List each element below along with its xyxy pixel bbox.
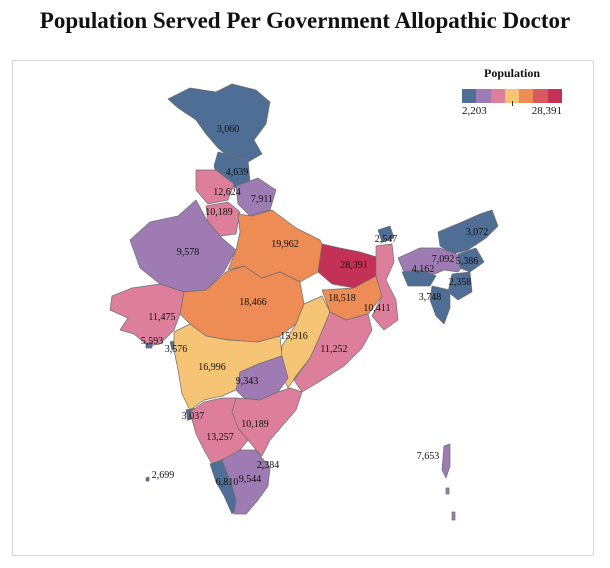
region-lakshadweep[interactable] bbox=[145, 476, 150, 482]
region-gujarat[interactable] bbox=[109, 283, 185, 347]
legend-min-label: 2,203 bbox=[462, 105, 487, 117]
legend-swatch bbox=[490, 89, 505, 103]
region-puducherry[interactable] bbox=[261, 461, 269, 469]
region-nagaland[interactable] bbox=[457, 247, 485, 273]
region-value-label: 2,547 bbox=[375, 234, 398, 245]
legend-swatch bbox=[462, 89, 477, 103]
region-odisha[interactable] bbox=[293, 311, 373, 393]
region-value-label: 2,384 bbox=[257, 460, 280, 471]
legend-swatch bbox=[504, 89, 520, 103]
region-uttarakhand[interactable] bbox=[235, 177, 277, 217]
region-value-label: 28,391 bbox=[340, 260, 368, 271]
region-jammu-kashmir[interactable] bbox=[167, 83, 271, 163]
region-value-label: 10,189 bbox=[205, 207, 233, 218]
region-value-label: 3,037 bbox=[182, 411, 205, 422]
region-value-label: 4,639 bbox=[226, 167, 249, 178]
region-value-label: 10,411 bbox=[363, 303, 390, 314]
region-value-label: 3,748 bbox=[419, 292, 442, 303]
legend-swatch bbox=[533, 89, 548, 103]
region-punjab[interactable] bbox=[195, 169, 235, 205]
india-map: 3,060 4,639 12,624 7,911 10,189 9,578 19… bbox=[109, 83, 499, 521]
legend-swatch bbox=[476, 89, 491, 103]
region-meghalaya[interactable] bbox=[401, 269, 437, 287]
region-andaman-nicobar[interactable] bbox=[441, 443, 456, 521]
region-chhattisgarh[interactable] bbox=[279, 295, 331, 389]
region-value-label: 7,911 bbox=[251, 194, 273, 205]
region-value-label: 7,653 bbox=[417, 451, 440, 462]
region-value-label: 5,593 bbox=[141, 336, 164, 347]
region-manipur[interactable] bbox=[447, 271, 473, 301]
region-value-label: 3,060 bbox=[217, 124, 240, 135]
region-value-label: 9,343 bbox=[236, 376, 259, 387]
region-value-label: 16,996 bbox=[198, 362, 226, 373]
region-value-label: 9,578 bbox=[177, 247, 200, 258]
region-sikkim[interactable] bbox=[377, 225, 395, 243]
region-karnataka[interactable] bbox=[189, 397, 249, 465]
region-value-label: 18,466 bbox=[239, 297, 267, 308]
region-value-label: 12,624 bbox=[213, 187, 241, 198]
region-west-bengal[interactable] bbox=[371, 243, 399, 331]
region-value-label: 5,386 bbox=[456, 256, 479, 267]
legend-title: Population bbox=[483, 66, 540, 80]
region-value-label: 3,072 bbox=[466, 227, 489, 238]
legend-max-label: 28,391 bbox=[531, 105, 562, 117]
region-value-label: 11,475 bbox=[148, 312, 175, 323]
region-mizoram[interactable] bbox=[429, 285, 451, 325]
legend: Population 2,203 28,391 bbox=[462, 66, 562, 119]
map-title: Population Served Per Government Allopat… bbox=[39, 8, 571, 33]
region-value-label: 6,810 bbox=[216, 477, 239, 488]
legend-tick bbox=[512, 101, 513, 106]
legend-color-bar bbox=[462, 89, 562, 103]
region-value-label: 11,252 bbox=[320, 344, 347, 355]
region-value-label: 15,916 bbox=[280, 331, 308, 342]
region-value-label: 19,962 bbox=[271, 239, 299, 250]
region-value-label: 18,518 bbox=[328, 293, 356, 304]
region-value-label: 2,358 bbox=[449, 277, 472, 288]
region-value-label: 4,162 bbox=[412, 264, 435, 275]
region-value-label: 2,699 bbox=[152, 470, 175, 481]
region-daman-diu[interactable] bbox=[145, 341, 153, 349]
legend-swatch bbox=[547, 89, 562, 103]
legend-swatch bbox=[519, 89, 534, 103]
region-value-label: 13,257 bbox=[206, 432, 234, 443]
region-value-label: 3,576 bbox=[165, 344, 188, 355]
region-value-label: 10,189 bbox=[241, 419, 269, 430]
region-value-label: 7,092 bbox=[432, 254, 455, 265]
region-value-label: 9,544 bbox=[239, 474, 262, 485]
region-tamil-nadu[interactable] bbox=[221, 449, 271, 515]
